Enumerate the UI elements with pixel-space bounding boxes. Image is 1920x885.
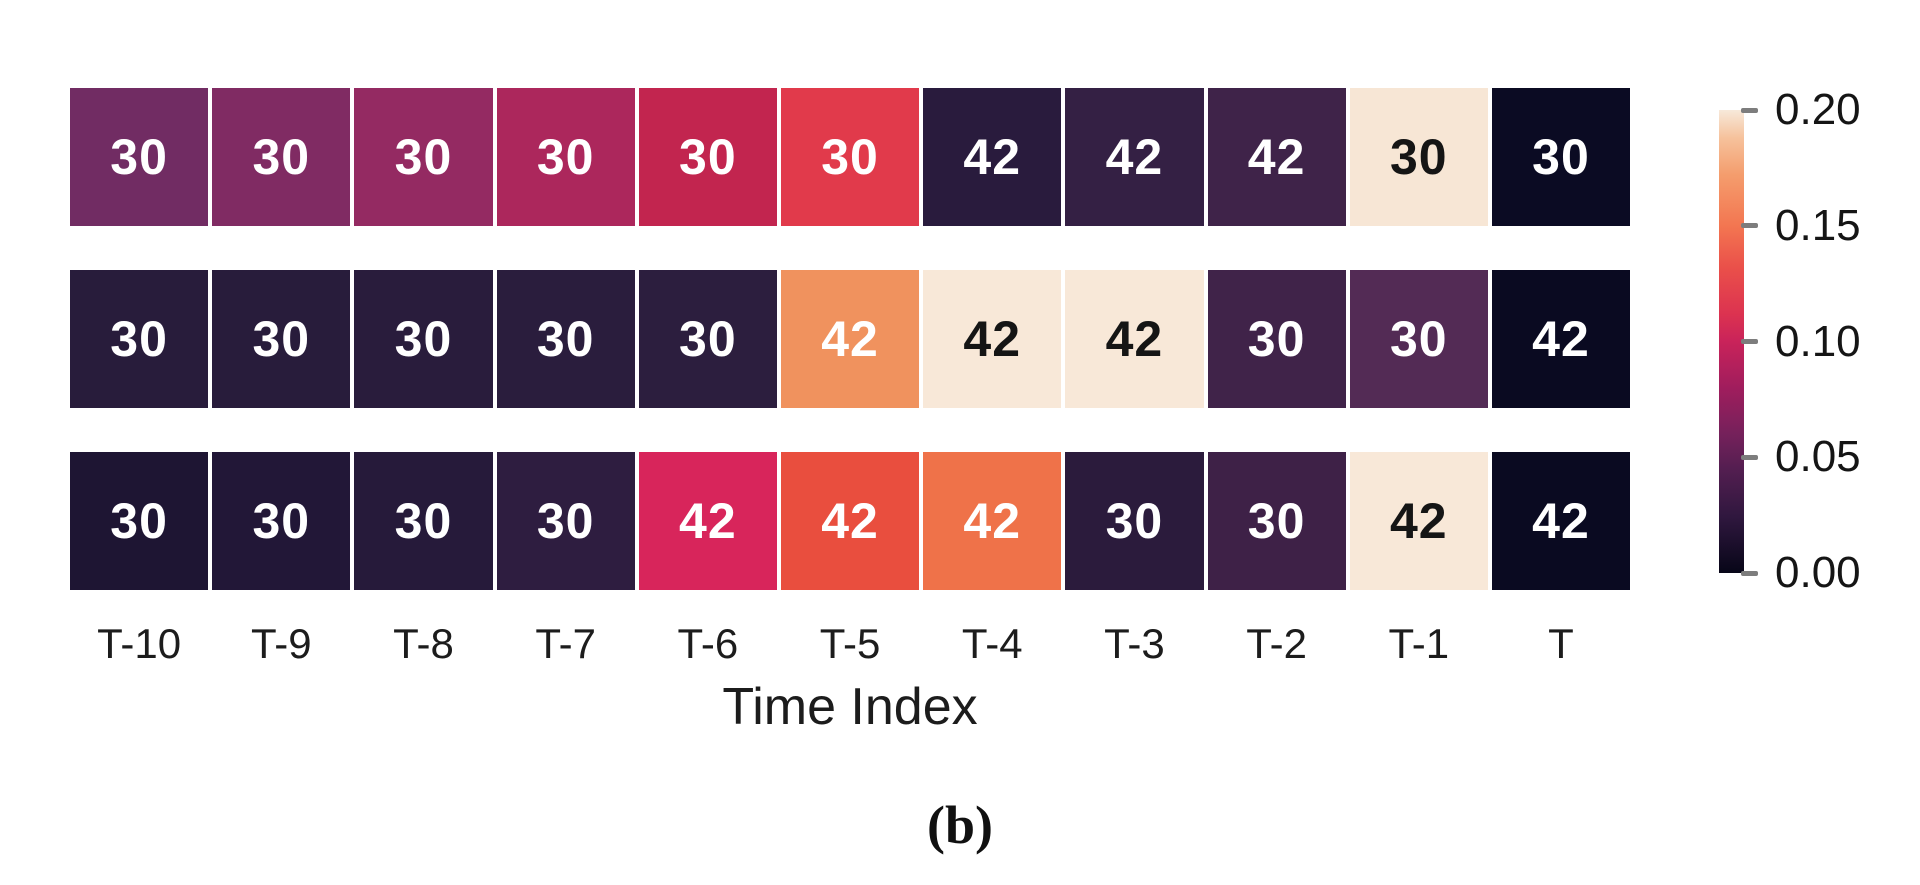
- x-tick-label: T-5: [819, 620, 881, 667]
- heatmap-cell: 30: [70, 88, 209, 226]
- heatmap-cell: 42: [1065, 270, 1204, 408]
- heatmap-cell: 30: [496, 452, 635, 590]
- colorbar-tick: [1741, 223, 1758, 229]
- heatmap-cell: 30: [780, 88, 920, 226]
- colorbar-tick-label: 0.05: [1775, 432, 1861, 482]
- heatmap-cell: 30: [638, 88, 777, 226]
- heatmap-cell: 30: [1349, 270, 1488, 408]
- heatmap-cell: 30: [1207, 270, 1346, 408]
- heatmap-cell: 30: [1207, 452, 1346, 590]
- x-tick-label: T-1: [1388, 620, 1450, 667]
- colorbar-tick-label: 0.00: [1775, 548, 1861, 597]
- x-axis-tick-labels: T-10 T-9 T-8 T-7 T-6 T-5 T-4 T-3 T-2 T-1 T: [70, 620, 1630, 668]
- heatmap-cell: 42: [1491, 270, 1631, 408]
- heatmap-cell: 30: [496, 88, 635, 226]
- heatmap-cell: 30: [212, 270, 351, 408]
- heatmap-cell: 30: [1491, 88, 1631, 226]
- heatmap-cell: 30: [1065, 452, 1204, 590]
- heatmap-cell: 30: [638, 270, 777, 408]
- colorbar-tick-label: 0.15: [1775, 200, 1861, 250]
- heatmap-row: 30 30 30 30 30 42 42 42 30 30 42: [70, 270, 1631, 408]
- colorbar-tick: [1741, 454, 1758, 460]
- heatmap-cell: 30: [354, 452, 493, 590]
- x-axis-title: Time Index: [722, 678, 978, 736]
- heatmap-cell: 42: [1207, 88, 1346, 226]
- heatmap-cell: 42: [923, 270, 1062, 408]
- x-tick-label: T-7: [535, 620, 596, 667]
- x-tick-label: T-10: [97, 620, 182, 667]
- colorbar-tick: [1741, 107, 1758, 113]
- heatmap-cell: 30: [212, 452, 351, 590]
- heatmap-cell: 30: [70, 270, 209, 408]
- heatmap-cell: 42: [1349, 452, 1488, 590]
- heatmap-row: 30 30 30 30 30 30 42 42 42 30 30: [70, 88, 1631, 226]
- heatmap-cell: 30: [354, 88, 493, 226]
- heatmap-cell: 42: [780, 270, 920, 408]
- colorbar: 0.20 0.15 0.10 0.05 0.00: [1719, 85, 1919, 597]
- x-tick-label: T-4: [961, 620, 1023, 667]
- heatmap-cell: 30: [354, 270, 493, 408]
- x-tick-label: T-8: [393, 620, 454, 667]
- heatmap-cell: 30: [70, 452, 209, 590]
- heatmap-cell: 42: [638, 452, 777, 590]
- heatmap-cell: 30: [1349, 88, 1488, 226]
- figure-caption: (b): [927, 795, 993, 855]
- heatmap-cell: 42: [923, 88, 1062, 226]
- colorbar-tick-label: 0.10: [1775, 316, 1861, 366]
- heatmap-row: 30 30 30 30 42 42 42 30 30 42 42: [70, 452, 1631, 590]
- heatmap-cell: 42: [1065, 88, 1204, 226]
- heatmap-cell: 42: [923, 452, 1062, 590]
- x-tick-label: T-9: [250, 620, 312, 667]
- x-tick-label: T: [1548, 620, 1574, 667]
- colorbar-gradient: [1719, 110, 1744, 573]
- heatmap-cell: 30: [212, 88, 351, 226]
- heatmap-cell: 30: [496, 270, 635, 408]
- heatmap-cell: 42: [1491, 452, 1631, 590]
- x-tick-label: T-6: [677, 620, 739, 667]
- colorbar-tick: [1741, 570, 1758, 576]
- colorbar-tick: [1741, 339, 1758, 344]
- heatmap: 30 30 30 30 30 30 42 42 42 30 30 30 30 30 30 30 42 42 42 30…: [70, 88, 1631, 590]
- x-tick-label: T-2: [1246, 620, 1307, 667]
- colorbar-tick-label: 0.20: [1775, 85, 1861, 134]
- heatmap-cell: 42: [780, 452, 920, 590]
- x-tick-label: T-3: [1104, 620, 1165, 667]
